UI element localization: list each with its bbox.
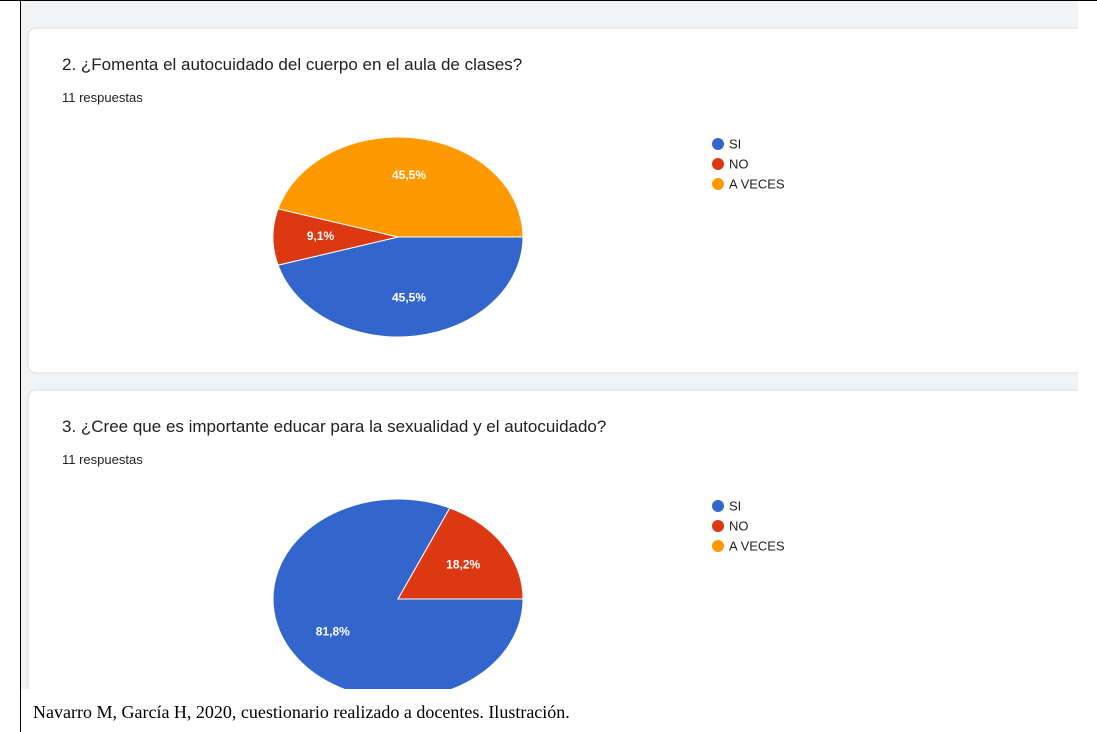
slice-label: 81,8% [316, 625, 350, 639]
card [27, 389, 1078, 689]
legend-label: SI [729, 136, 741, 151]
response-count: 11 respuestas [62, 90, 143, 105]
legend-label: NO [729, 156, 749, 171]
caption-area [21, 689, 1097, 732]
pie-slice [277, 136, 524, 238]
pie-slice [397, 507, 524, 600]
legend-swatch [712, 520, 724, 532]
charts: 2. ¿Fomenta el autocuidado del cuerpo en… [27, 27, 1078, 689]
legend-swatch [712, 158, 724, 170]
slice-label: 9,1% [307, 229, 335, 243]
legend-label: A VECES [729, 176, 785, 191]
legend-swatch [712, 540, 724, 552]
response-count: 11 respuestas [62, 452, 143, 467]
legend-label: A VECES [729, 538, 785, 553]
legend-label: NO [729, 518, 749, 533]
pie-slice [272, 498, 524, 689]
slice-label: 45,5% [392, 291, 426, 305]
slice-label: 18,2% [446, 558, 480, 572]
question-title: 2. ¿Fomenta el autocuidado del cuerpo en… [62, 55, 522, 74]
legend-swatch [712, 178, 724, 190]
pie-slice [277, 236, 524, 338]
caption: Navarro M, García H, 2020, cuestionario … [33, 702, 570, 722]
legend-swatch [712, 138, 724, 150]
legend-label: SI [729, 498, 741, 513]
legend-swatch [712, 500, 724, 512]
card [27, 27, 1078, 374]
slice-label: 45,5% [392, 168, 426, 182]
question-title: 3. ¿Cree que es importante educar para l… [62, 417, 606, 436]
